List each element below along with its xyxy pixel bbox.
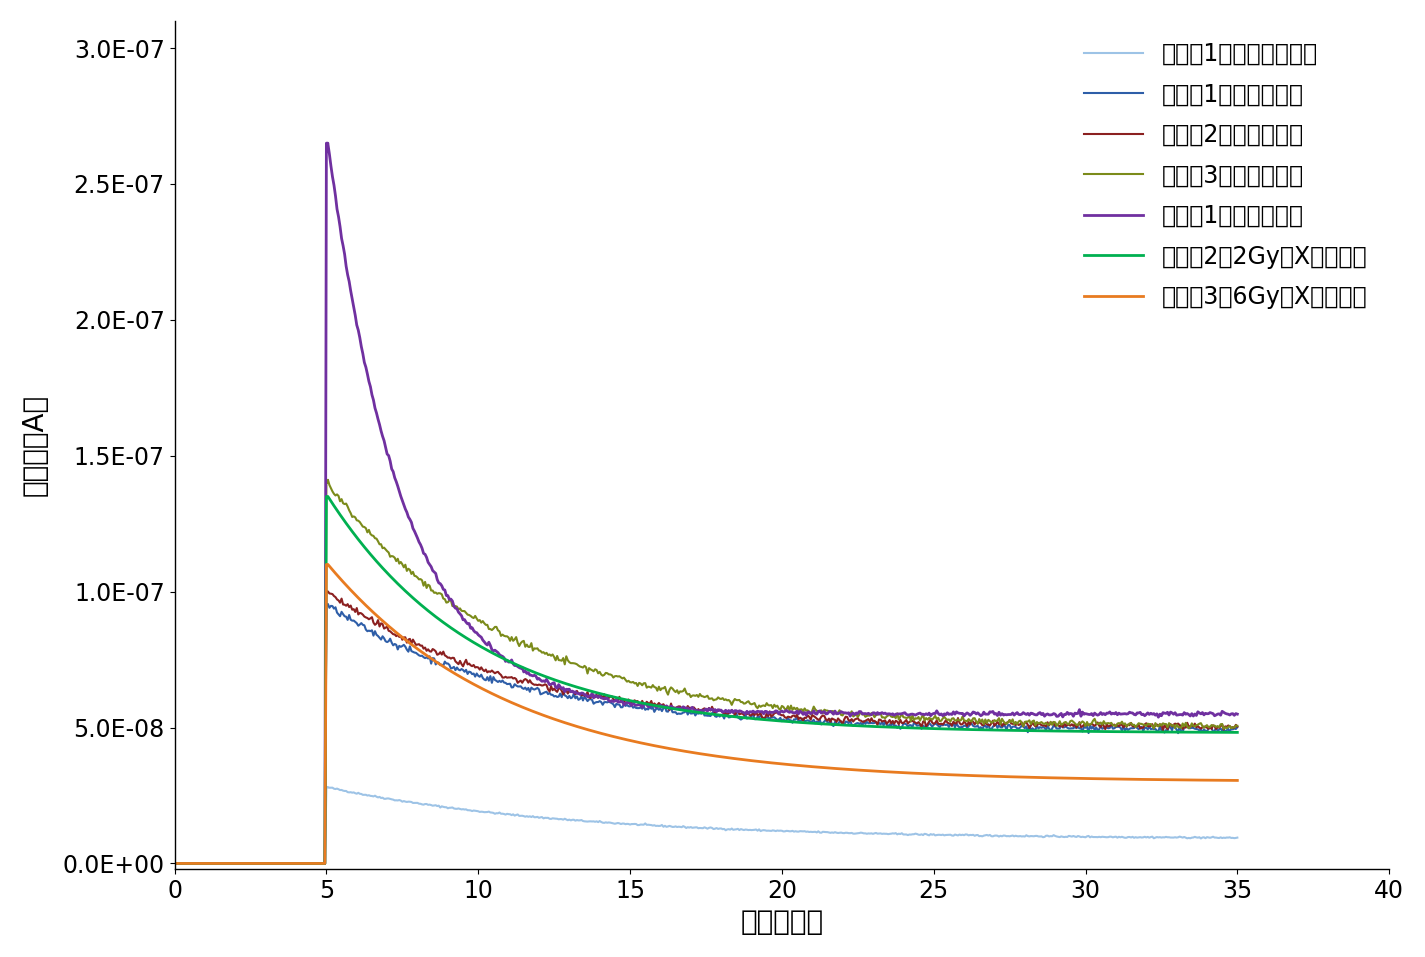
- マウス2（がん組織）: [167, 857, 184, 869]
- マウス2（2GyのX線照射）: [335, 513, 352, 524]
- X-axis label: 時間（秒）: 時間（秒）: [741, 908, 824, 936]
- マウス3（がん組織）: [472, 614, 489, 626]
- マウス1（がん組織）: [319, 598, 336, 610]
- マウス3（6GyのX線照射）: [591, 727, 608, 739]
- マウス1（がん組織）: [167, 857, 184, 869]
- マウス1（処置なし）: [214, 857, 231, 869]
- マウス2（がん組織）: [618, 697, 636, 708]
- マウス2（がん組織）: [335, 599, 352, 611]
- マウス1（健康な組織）: [1228, 832, 1245, 843]
- マウス3（6GyのX線照射）: [472, 681, 489, 693]
- マウス1（健康な組織）: [591, 815, 608, 827]
- マウス1（処置なし）: [335, 240, 352, 252]
- マウス2（がん組織）: [214, 857, 231, 869]
- Legend: マウス1（健康な組織）, マウス1（がん組織）, マウス2（がん組織）, マウス3（がん組織）, マウス1（処置なし）, マウス2（2GyのX線照射）, マウス: マウス1（健康な組織）, マウス1（がん組織）, マウス2（がん組織）, マウス…: [1074, 33, 1378, 319]
- マウス3（6GyのX線照射）: [379, 619, 396, 631]
- Line: マウス3（がん組織）: マウス3（がん組織）: [175, 479, 1237, 863]
- マウス1（健康な組織）: [472, 806, 489, 817]
- マウス2（がん組織）: [591, 688, 608, 700]
- Line: マウス3（6GyのX線照射）: マウス3（6GyのX線照射）: [175, 565, 1237, 863]
- マウス1（がん組織）: [591, 696, 608, 707]
- マウス1（健康な組織）: [167, 857, 184, 869]
- Line: マウス1（がん組織）: マウス1（がん組織）: [175, 604, 1237, 863]
- マウス3（6GyのX線照射）: [214, 857, 231, 869]
- マウス3（がん組織）: [167, 857, 184, 869]
- Line: マウス2（2GyのX線照射）: マウス2（2GyのX線照射）: [175, 497, 1237, 863]
- マウス3（6GyのX線照射）: [167, 857, 184, 869]
- マウス1（処置なし）: [167, 857, 184, 869]
- マウス1（処置なし）: [472, 631, 489, 642]
- マウス2（2GyのX線照射）: [167, 857, 184, 869]
- マウス1（健康な組織）: [214, 857, 231, 869]
- マウス2（2GyのX線照射）: [618, 694, 636, 705]
- マウス1（処置なし）: [318, 138, 335, 149]
- マウス3（がん組織）: [319, 474, 336, 485]
- マウス2（2GyのX線照射）: [379, 568, 396, 579]
- マウス1（がん組織）: [335, 609, 352, 620]
- マウス3（がん組織）: [214, 857, 231, 869]
- マウス3（6GyのX線照射）: [335, 576, 352, 588]
- マウス3（6GyのX線照射）: [318, 559, 335, 570]
- マウス1（健康な組織）: [379, 792, 396, 804]
- マウス1（処置なし）: [379, 448, 396, 459]
- マウス1（がん組織）: [214, 857, 231, 869]
- マウス1（がん組織）: [472, 671, 489, 682]
- マウス2（がん組織）: [1228, 721, 1245, 732]
- マウス1（処置なし）: [1228, 708, 1245, 720]
- マウス1（健康な組織）: [618, 818, 636, 830]
- マウス2（2GyのX線照射）: [214, 857, 231, 869]
- マウス1（がん組織）: [1228, 722, 1245, 733]
- マウス2（2GyのX線照射）: [1228, 726, 1245, 738]
- マウス2（2GyのX線照射）: [318, 491, 335, 502]
- Line: マウス2（がん組織）: マウス2（がん組織）: [175, 591, 1237, 863]
- マウス3（がん組織）: [1228, 720, 1245, 731]
- マウス2（がん組織）: [319, 586, 336, 597]
- マウス1（処置なし）: [618, 697, 636, 708]
- Line: マウス1（処置なし）: マウス1（処置なし）: [175, 144, 1237, 863]
- マウス3（がん組織）: [335, 498, 352, 509]
- Line: マウス1（健康な組織）: マウス1（健康な組織）: [175, 788, 1237, 863]
- マウス2（がん組織）: [472, 664, 489, 676]
- マウス2（2GyのX線照射）: [591, 688, 608, 700]
- マウス2（がん組織）: [379, 621, 396, 633]
- マウス1（がん組織）: [379, 636, 396, 648]
- マウス3（がん組織）: [618, 676, 636, 687]
- マウス3（がん組織）: [591, 666, 608, 678]
- マウス1（健康な組織）: [335, 785, 352, 796]
- マウス1（健康な組織）: [319, 782, 336, 793]
- マウス3（がん組織）: [379, 545, 396, 557]
- Y-axis label: 電流値（A）: 電流値（A）: [21, 393, 48, 496]
- マウス1（がん組織）: [618, 700, 636, 711]
- マウス3（6GyのX線照射）: [618, 734, 636, 746]
- マウス1（処置なし）: [591, 690, 608, 701]
- マウス2（2GyのX線照射）: [472, 640, 489, 652]
- マウス3（6GyのX線照射）: [1228, 774, 1245, 786]
